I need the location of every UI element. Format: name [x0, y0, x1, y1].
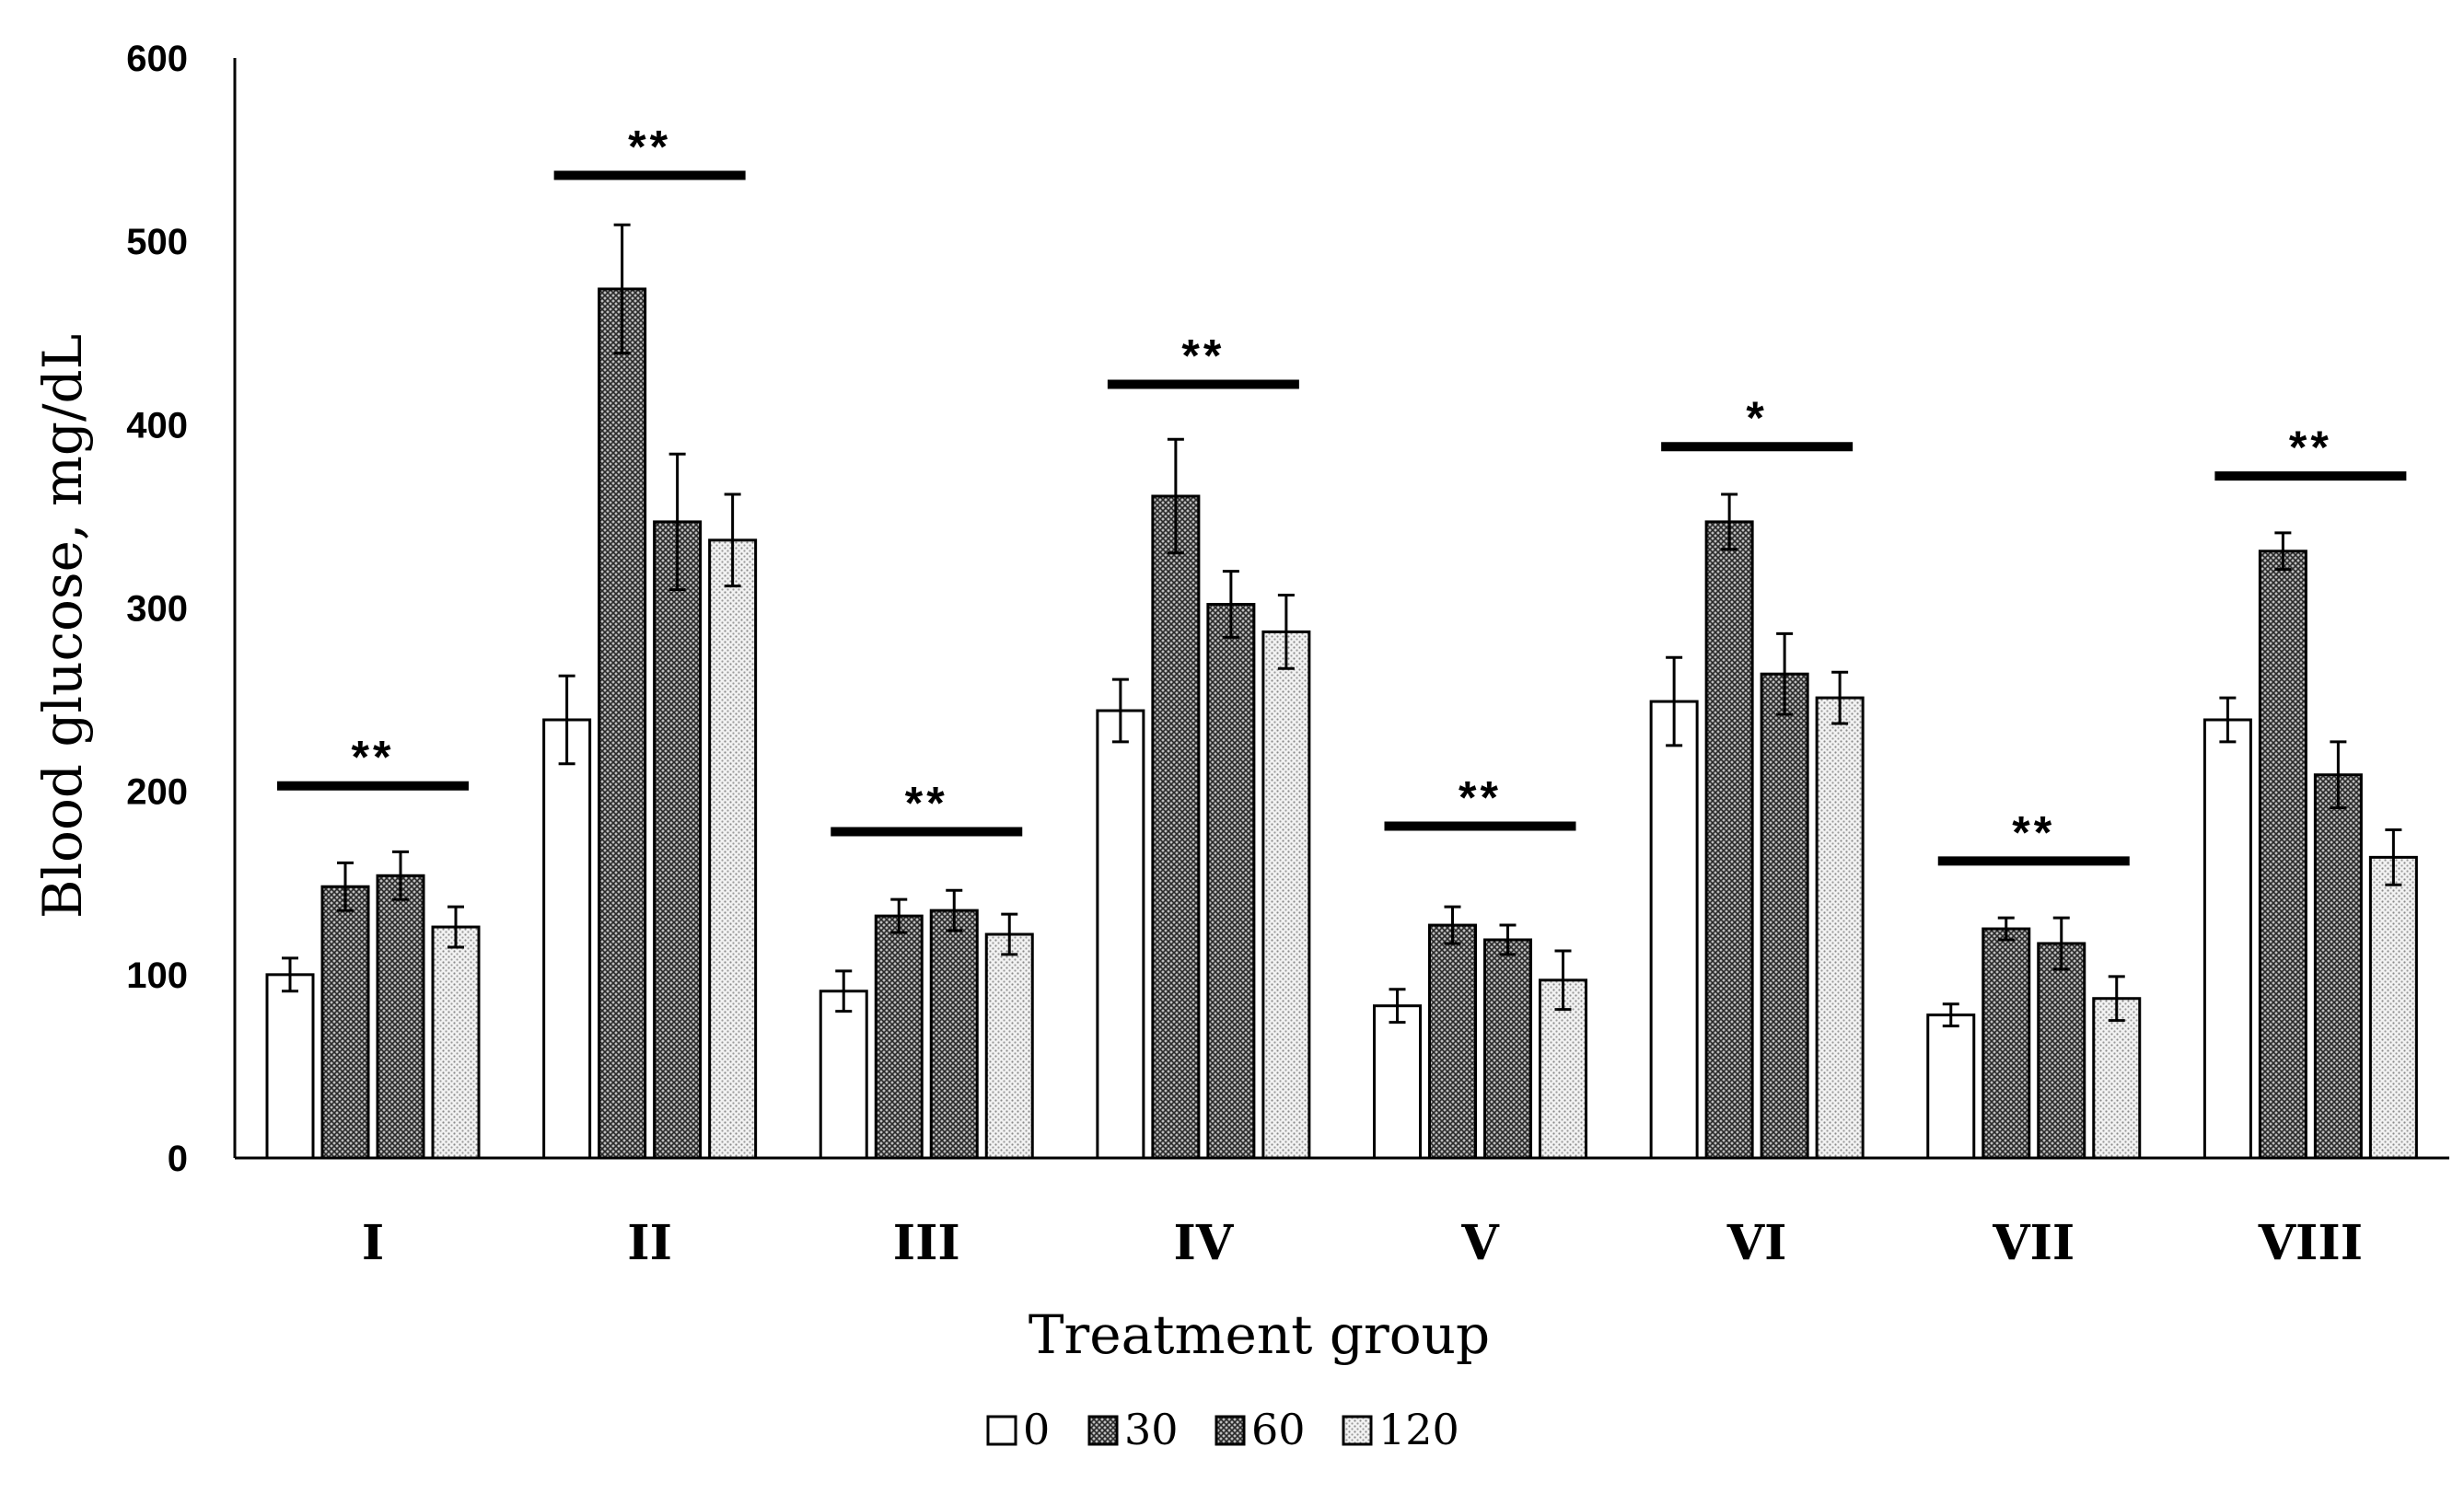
bar [984, 932, 1034, 1160]
bar [1760, 672, 1809, 1160]
significance-stars: ** [1181, 330, 1225, 382]
bar [2202, 718, 2252, 1160]
bar [542, 718, 592, 1160]
y-tick-label: 400 [126, 405, 188, 446]
legend-label: 120 [1378, 1405, 1459, 1454]
bar [1096, 709, 1145, 1160]
bar [376, 874, 425, 1160]
bar [1483, 938, 1532, 1160]
bar [819, 990, 868, 1160]
significance-stars: ** [1459, 772, 1502, 824]
bar [1926, 1013, 1976, 1160]
y-tick-label: 0 [168, 1139, 188, 1179]
x-tick-label: III [893, 1215, 960, 1271]
significance-stars: ** [352, 732, 395, 783]
x-tick-label: V [1460, 1215, 1500, 1271]
bar [1151, 494, 1201, 1160]
y-tick-label: 600 [126, 39, 188, 79]
bar [1428, 923, 1477, 1160]
bar [874, 914, 924, 1160]
bar [929, 909, 979, 1160]
x-tick-label: VII [1992, 1215, 2075, 1271]
bar [1982, 927, 2031, 1160]
legend: 0 30 60 120 [986, 1405, 1459, 1454]
bars [265, 223, 2418, 1160]
legend-swatch [1215, 1415, 1246, 1446]
legend-swatch [1342, 1415, 1373, 1446]
legend-label: 0 [1023, 1405, 1050, 1454]
legend-swatch [986, 1415, 1017, 1446]
bar [1815, 696, 1865, 1160]
significance-stars: ** [905, 777, 948, 828]
x-tick-label: VI [1726, 1215, 1787, 1271]
bar [2368, 855, 2418, 1160]
bar [598, 287, 647, 1160]
bar [2258, 550, 2307, 1160]
x-tick-label: VIII [2258, 1215, 2363, 1271]
bar [1261, 630, 1311, 1160]
bar [1704, 520, 1754, 1160]
x-tick-label: II [627, 1215, 672, 1271]
significance-stars: ** [628, 121, 671, 172]
significance-markers: *************** [277, 121, 2407, 866]
bar [320, 885, 370, 1160]
x-tick-label: IV [1174, 1215, 1235, 1271]
y-axis-title: Blood glucose, mg/dL [31, 334, 94, 919]
legend-swatch [1087, 1415, 1119, 1446]
significance-stars: * [1746, 392, 1767, 444]
y-tick-label: 200 [126, 772, 188, 813]
y-tick-label: 300 [126, 589, 188, 630]
bar [265, 973, 315, 1160]
bar [653, 520, 703, 1160]
bar [708, 538, 758, 1160]
bar [1649, 700, 1699, 1160]
significance-stars: ** [2012, 806, 2055, 858]
bar [1373, 1004, 1422, 1160]
significance-stars: ** [2289, 422, 2332, 473]
y-tick-label: 100 [126, 955, 188, 996]
legend-label: 60 [1251, 1405, 1306, 1454]
bar [2037, 942, 2086, 1160]
bar [1206, 603, 1256, 1160]
legend-label: 30 [1124, 1405, 1179, 1454]
bar [431, 925, 481, 1160]
axes: 0 100 200 300 400 500 600 Blood glucose, mg/dL I… [31, 39, 2449, 1366]
x-tick-label: I [362, 1215, 384, 1271]
y-tick-label: 500 [126, 222, 188, 262]
bar [2313, 773, 2363, 1160]
bar [2092, 997, 2142, 1160]
x-axis-title: Treatment group [1029, 1303, 1490, 1366]
